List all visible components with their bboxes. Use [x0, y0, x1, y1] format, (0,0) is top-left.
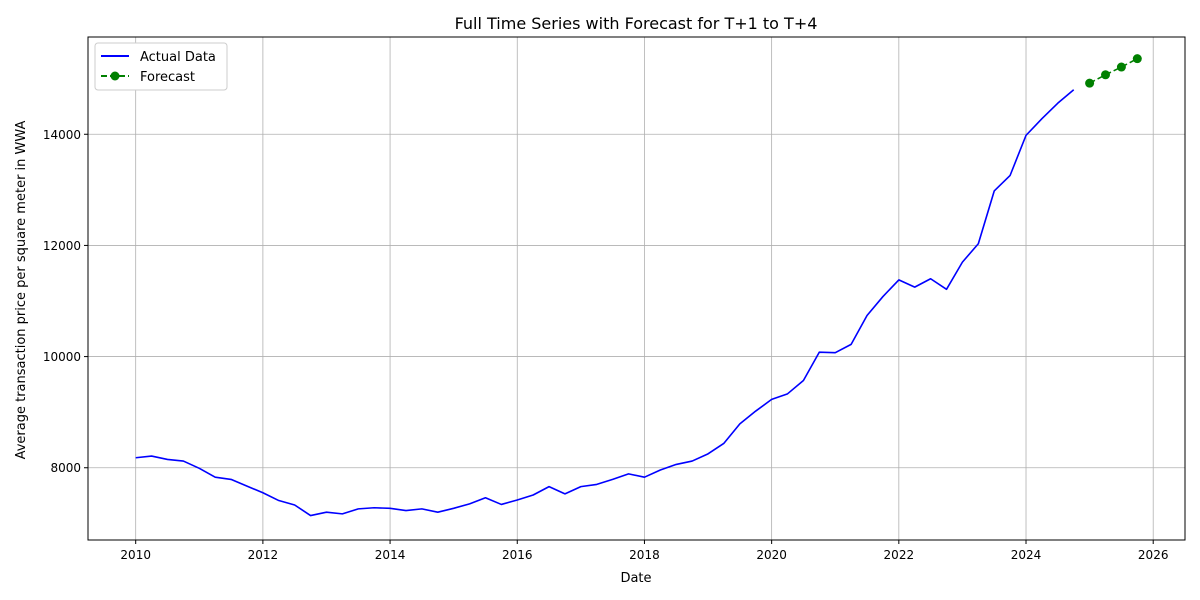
x-tick-label: 2020 [756, 548, 787, 562]
y-axis-ticks: 8000 10000 12000 14000 [43, 128, 88, 475]
y-tick-label: 14000 [43, 128, 81, 142]
x-axis-ticks: 2010 2012 2014 2016 2018 2020 2022 2024 2026 [120, 540, 1168, 562]
x-tick-label: 2026 [1138, 548, 1169, 562]
legend-label-actual: Actual Data [140, 50, 216, 65]
x-axis-title: Date [620, 571, 651, 586]
x-tick-label: 2018 [629, 548, 660, 562]
x-tick-label: 2010 [120, 548, 151, 562]
x-tick-label: 2016 [502, 548, 533, 562]
y-tick-label: 8000 [50, 461, 81, 475]
axes-frame [87, 36, 1186, 541]
legend-marker-forecast [110, 71, 120, 81]
x-tick-label: 2014 [375, 548, 406, 562]
legend: Actual Data Forecast [94, 42, 228, 91]
y-tick-label: 12000 [43, 239, 81, 253]
plot-series [135, 54, 1142, 517]
grid-lines [88, 37, 1185, 540]
legend-label-forecast: Forecast [140, 70, 195, 85]
forecast-point [1101, 70, 1111, 80]
y-tick-label: 10000 [43, 350, 81, 364]
x-tick-label: 2022 [884, 548, 915, 562]
forecast-point [1116, 62, 1126, 72]
legend-box [94, 42, 228, 91]
chart-title: Full Time Series with Forecast for T+1 t… [455, 14, 818, 33]
forecast-point [1085, 78, 1095, 88]
forecast-point [1132, 54, 1142, 64]
series-line-0 [135, 89, 1075, 517]
x-tick-label: 2012 [248, 548, 279, 562]
y-axis-title: Average transaction price per square met… [14, 120, 29, 459]
x-tick-label: 2024 [1011, 548, 1042, 562]
